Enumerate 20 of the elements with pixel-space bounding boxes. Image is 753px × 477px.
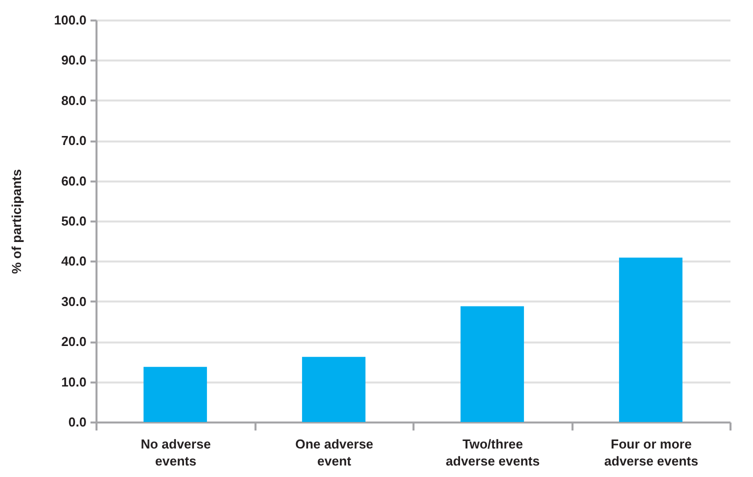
y-tick-label: 90.0: [61, 52, 86, 68]
y-tick-label: 60.0: [61, 173, 86, 188]
y-tick-label: 10.0: [61, 374, 86, 390]
y-tick-label: 50.0: [61, 214, 86, 228]
bar: [619, 258, 682, 422]
bar: [302, 356, 366, 422]
x-tick-label: Four or more adverse events: [604, 436, 698, 468]
x-tick-label: One adverse event: [295, 436, 374, 468]
y-tick-label: 20.0: [61, 334, 86, 350]
y-tick-label: 70.0: [61, 133, 86, 148]
x-tick-label: No adverse events: [140, 436, 211, 468]
bar: [144, 366, 207, 422]
y-tick-label: 40.0: [61, 254, 86, 269]
y-tick-label: 30.0: [61, 294, 86, 309]
y-axis-title: % of participants: [8, 169, 24, 274]
y-tick-label: 80.0: [61, 92, 86, 108]
x-tick-label: Two/three adverse events: [446, 436, 540, 468]
bar: [460, 306, 524, 422]
y-tick-label: 0.0: [68, 414, 86, 430]
y-tick-label: 100.0: [54, 12, 86, 28]
